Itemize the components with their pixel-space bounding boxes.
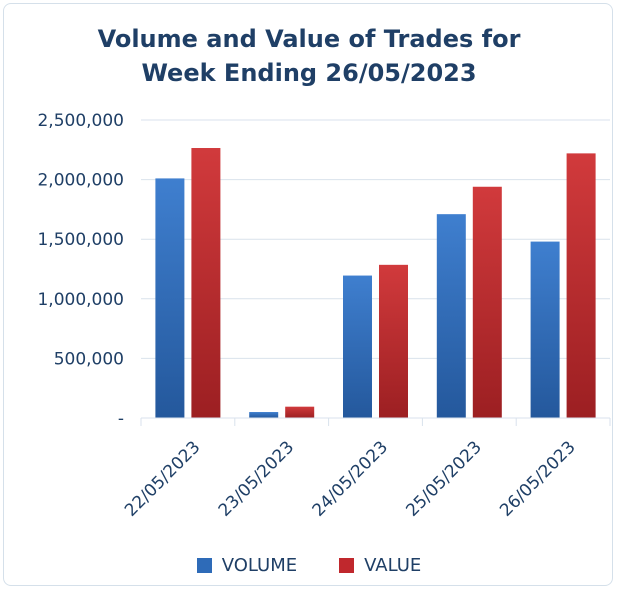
bar-volume-26-05-2023 [530, 241, 560, 418]
y-tick-label: - [118, 409, 124, 429]
bar-value-25-05-2023 [472, 186, 502, 418]
x-tick-label: 26/05/2023 [496, 437, 579, 520]
chart-title: Volume and Value of Trades for Week Endi… [0, 22, 618, 90]
y-tick-label: 1,500,000 [37, 230, 124, 250]
x-tick-label: 25/05/2023 [402, 437, 485, 520]
bar-value-26-05-2023 [566, 153, 596, 418]
legend-item-volume: VOLUME [196, 554, 298, 576]
y-tick-label: 500,000 [54, 349, 124, 369]
bars [155, 148, 596, 418]
bar-volume-23-05-2023 [249, 412, 279, 418]
chart-title-line-1: Volume and Value of Trades for [97, 25, 521, 53]
x-tick-label: 23/05/2023 [215, 437, 298, 520]
legend-label-value: VALUE [364, 554, 422, 576]
legend-item-value: VALUE [339, 555, 421, 576]
y-tick-label: 1,000,000 [37, 290, 124, 310]
legend: VOLUME VALUE [0, 553, 618, 577]
bar-value-23-05-2023 [285, 406, 315, 418]
legend-swatch-value [339, 557, 355, 573]
legend-label-volume: VOLUME [221, 554, 298, 576]
x-tick-label: 24/05/2023 [309, 437, 392, 520]
axes: - 500,000 1,000,000 1,500,000 2,000,000 2,500… [37, 111, 611, 521]
bar-value-22-05-2023 [191, 148, 221, 418]
bar-volume-24-05-2023 [343, 275, 372, 418]
chart-title-line-2: Week Ending 26/05/2023 [141, 59, 477, 87]
y-tick-label: 2,000,000 [37, 171, 124, 191]
bar-volume-22-05-2023 [155, 178, 185, 418]
x-tick-label: 22/05/2023 [121, 437, 204, 520]
bar-value-24-05-2023 [379, 264, 408, 418]
bar-volume-25-05-2023 [436, 214, 466, 418]
y-tick-label: 2,500,000 [37, 111, 124, 131]
legend-swatch-volume [196, 557, 212, 573]
chart-frame [3, 3, 613, 586]
